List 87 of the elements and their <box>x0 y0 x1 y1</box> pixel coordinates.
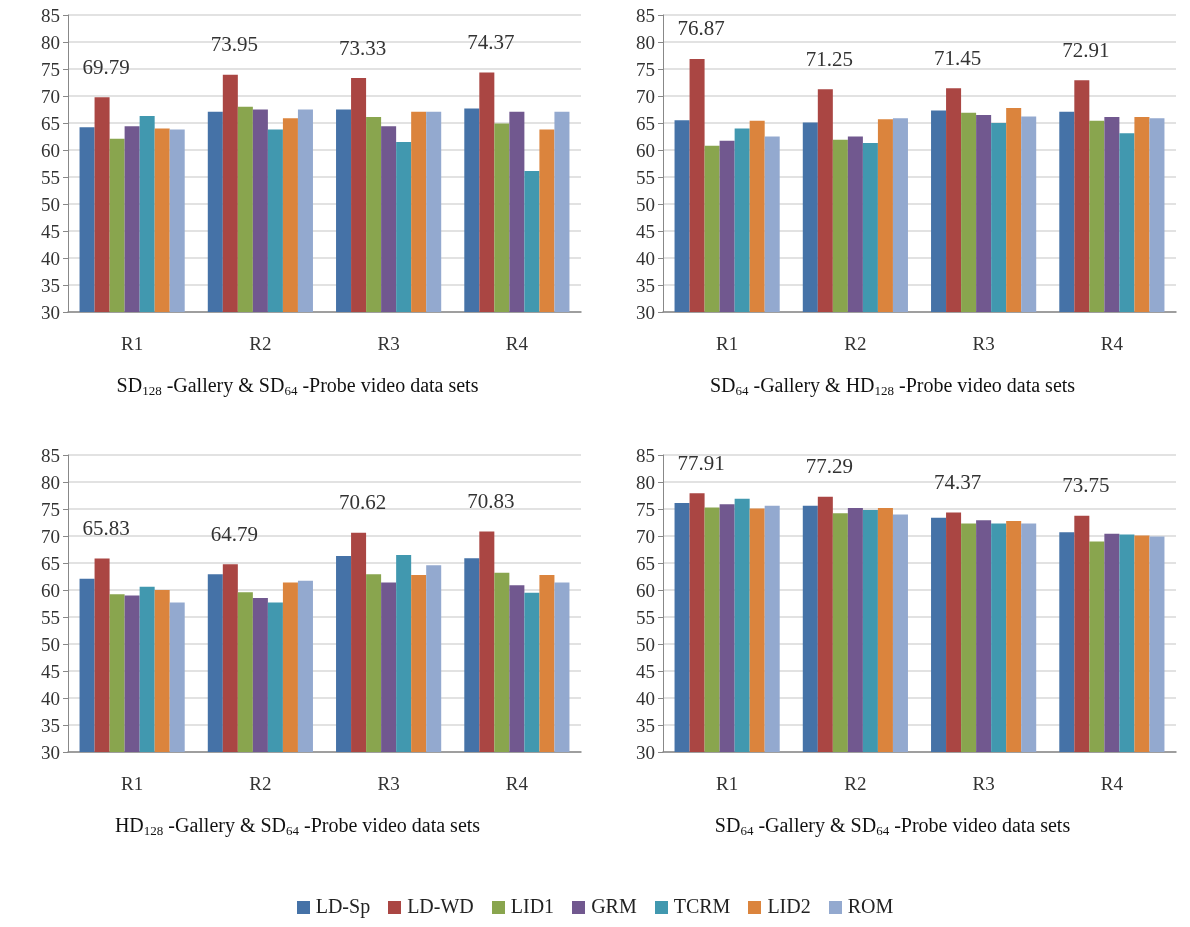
y-tick-label: 45 <box>636 220 655 242</box>
y-tick-label: 35 <box>41 274 60 296</box>
y-tick-label: 85 <box>636 4 655 26</box>
legend-label: LID1 <box>509 895 555 918</box>
y-tick-label: 50 <box>636 633 655 655</box>
y-tick-label: 65 <box>636 112 655 134</box>
x-tick-label: R1 <box>716 773 739 794</box>
data-label: 73.75 <box>1062 473 1110 498</box>
y-tick-label: 80 <box>41 471 60 493</box>
data-label: 70.83 <box>467 489 515 514</box>
x-tick-label: R4 <box>1100 333 1124 354</box>
legend-label: LID2 <box>766 895 811 918</box>
x-tick-label: R3 <box>377 773 400 794</box>
x-tick-label: R4 <box>505 773 529 794</box>
data-label: 65.83 <box>82 516 130 541</box>
y-tick-label: 75 <box>41 498 60 520</box>
y-tick-label: 60 <box>636 579 655 601</box>
data-label: 77.91 <box>677 450 725 475</box>
legend-label: TCRM <box>672 895 731 918</box>
data-label: 74.37 <box>467 29 515 54</box>
data-label: 74.37 <box>933 469 982 494</box>
y-tick-label: 55 <box>636 606 655 628</box>
y-tick-label: 55 <box>41 166 60 188</box>
y-tick-label: 70 <box>41 85 60 107</box>
y-tick-label: 65 <box>41 552 60 574</box>
x-tick-label: R4 <box>505 333 529 354</box>
legend-label: LD-WD <box>406 895 474 918</box>
legend-label: GRM <box>590 895 637 918</box>
y-tick-label: 60 <box>41 139 60 161</box>
y-tick-label: 30 <box>41 301 60 323</box>
y-tick-label: 30 <box>41 741 60 763</box>
y-tick-label: 40 <box>41 687 60 709</box>
x-tick-label: R2 <box>844 773 867 794</box>
y-tick-label: 60 <box>41 579 60 601</box>
x-tick-label: R1 <box>121 333 144 354</box>
y-tick-label: 70 <box>636 85 655 107</box>
y-tick-label: 50 <box>41 633 60 655</box>
legend-label: ROM <box>846 895 894 918</box>
legend-label: LD-Sp <box>314 895 371 918</box>
y-tick-label: 40 <box>636 247 655 269</box>
y-tick-label: 35 <box>636 274 655 296</box>
y-tick-label: 50 <box>41 193 60 215</box>
x-tick-label: R2 <box>844 333 867 354</box>
x-tick-label: R2 <box>249 773 272 794</box>
y-tick-label: 75 <box>636 58 655 80</box>
y-tick-label: 85 <box>636 444 655 466</box>
y-tick-label: 50 <box>636 193 655 215</box>
x-tick-label: R2 <box>249 333 272 354</box>
y-tick-label: 80 <box>636 31 655 53</box>
y-tick-label: 65 <box>41 112 60 134</box>
y-tick-label: 80 <box>41 31 60 53</box>
data-label: 64.79 <box>210 521 258 546</box>
y-tick-label: 40 <box>636 687 655 709</box>
y-tick-label: 70 <box>636 525 655 547</box>
y-tick-label: 75 <box>41 58 60 80</box>
data-label: 70.62 <box>338 490 387 515</box>
y-tick-label: 80 <box>636 471 655 493</box>
data-label: 69.79 <box>82 54 130 79</box>
y-tick-label: 35 <box>636 714 655 736</box>
data-label: 71.25 <box>805 46 853 71</box>
data-label: 76.87 <box>677 16 725 41</box>
data-label: 73.33 <box>338 35 387 60</box>
y-tick-label: 30 <box>636 301 655 323</box>
y-tick-label: 55 <box>636 166 655 188</box>
data-label: 71.45 <box>933 45 982 70</box>
y-tick-label: 35 <box>41 714 60 736</box>
data-label: 73.95 <box>210 32 258 57</box>
x-tick-label: R3 <box>972 333 995 354</box>
x-tick-label: R3 <box>377 333 400 354</box>
data-label: 77.29 <box>805 454 853 479</box>
y-tick-label: 45 <box>41 660 60 682</box>
y-tick-label: 60 <box>636 139 655 161</box>
y-tick-label: 65 <box>636 552 655 574</box>
y-tick-label: 30 <box>636 741 655 763</box>
y-tick-label: 45 <box>636 660 655 682</box>
x-tick-label: R4 <box>1100 773 1124 794</box>
data-label: 72.91 <box>1062 37 1110 62</box>
y-tick-label: 85 <box>41 444 60 466</box>
y-tick-label: 45 <box>41 220 60 242</box>
x-tick-label: R1 <box>121 773 144 794</box>
y-tick-label: 55 <box>41 606 60 628</box>
y-tick-label: 70 <box>41 525 60 547</box>
y-tick-label: 75 <box>636 498 655 520</box>
x-tick-label: R1 <box>716 333 739 354</box>
y-tick-label: 40 <box>41 247 60 269</box>
y-tick-label: 85 <box>41 4 60 26</box>
x-tick-label: R3 <box>972 773 995 794</box>
